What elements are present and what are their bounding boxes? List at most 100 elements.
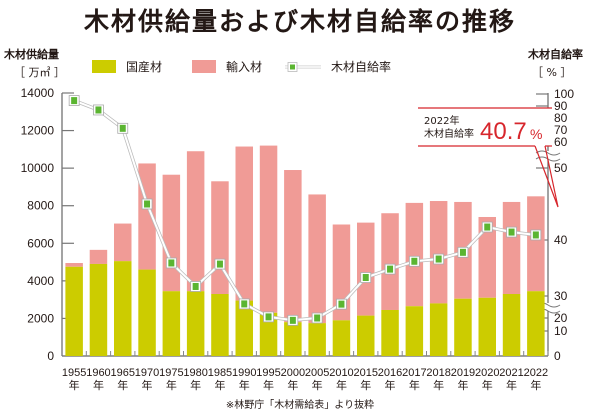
bar-imported [65,263,83,267]
x-tick-suffix: 年 [287,378,298,392]
x-tick-label: 2018 [426,367,450,379]
bar-domestic [211,294,229,356]
rate-marker [71,97,78,105]
left-tick-label: 6000 [27,236,54,250]
x-tick-suffix: 年 [190,378,201,392]
x-tick-suffix: 年 [166,378,177,392]
bar-imported [162,174,181,292]
right-tick-label: 50 [554,161,568,175]
right-tick-label: 60 [554,135,568,149]
x-tick-suffix: 年 [312,378,323,392]
rate-marker [459,248,466,256]
axis-break-mask [536,151,562,159]
x-tick-label: 1965 [111,367,135,379]
callout-unit: % [530,126,542,142]
legend-label-domestic: 国産材 [126,60,163,74]
bar-domestic [138,269,156,356]
x-tick-suffix: 年 [263,378,274,392]
x-tick-label: 2010 [329,367,353,379]
x-tick-suffix: 年 [433,378,444,392]
bar-imported [308,194,326,324]
callout-value: 40.7 [480,118,527,145]
bar-domestic [162,291,181,356]
rate-marker [435,255,442,263]
callout-label: 木材自給率 [424,127,474,140]
bar-domestic [186,291,205,356]
left-tick-label: 8000 [27,199,54,213]
right-axis-unit: ［ % ］ [532,66,572,79]
bar-imported [429,201,448,304]
x-tick-label: 1980 [183,367,207,379]
right-tick-label: 10 [554,324,568,338]
x-tick-suffix: 年 [360,378,371,392]
x-tick-label: 1995 [256,367,280,379]
left-tick-label: 0 [47,349,54,363]
left-tick-label: 2000 [27,311,54,325]
x-tick-suffix: 年 [336,378,347,392]
x-tick-label: 1970 [135,367,159,379]
rate-marker [265,313,272,321]
bar-imported [114,223,132,262]
legend-swatch-imported [192,60,216,73]
legend-domestic: 国産材 [92,58,162,75]
x-tick-suffix: 年 [117,378,128,392]
left-tick-label: 10000 [21,161,55,175]
rate-marker [144,200,151,208]
legend-line-marker-icon [285,61,321,72]
callout-box [418,108,552,146]
bar-domestic [527,291,545,356]
bar-imported [527,196,545,292]
bar-domestic [357,315,375,356]
rate-marker [241,300,248,308]
x-tick-label: 2022 [524,367,548,379]
source-note: ※林野庁「木材需給表」より抜粋 [225,400,375,411]
x-tick-suffix: 年 [69,378,80,392]
rate-marker [411,257,418,265]
rate-marker [314,314,321,322]
bar-domestic [284,322,302,356]
bar-domestic [381,309,399,356]
bar-domestic [89,263,108,356]
x-tick-label: 2019 [451,367,475,379]
x-tick-label: 2015 [354,367,378,379]
bar-imported [89,249,108,264]
right-tick-label: 80 [554,111,568,125]
bar-imported [284,170,302,323]
rate-marker [387,265,394,273]
left-axis-unit: ［ 万㎥ ］ [14,66,65,79]
x-tick-label: 1985 [208,367,232,379]
bar-imported [502,201,521,295]
right-axis-label: 木材自給率 [528,48,583,61]
left-tick-label: 14000 [21,86,55,100]
legend-label-imported: 輸入材 [226,60,263,74]
bar-imported [332,224,351,321]
rate-marker [216,260,223,268]
x-tick-label: 1975 [159,367,183,379]
rate-marker [95,106,102,114]
x-tick-label: 2021 [499,367,523,379]
rate-marker [532,231,539,239]
right-tick-label: 100 [554,87,574,101]
bar-domestic [502,294,521,356]
bar-domestic [308,323,326,356]
bar-domestic [332,320,351,356]
rate-marker [362,274,369,282]
bar-domestic [114,261,132,356]
left-axis-label: 木材供給量 [4,48,59,61]
axis-break-mask [536,303,562,311]
x-tick-suffix: 年 [530,378,541,392]
right-tick-label: 30 [554,289,568,303]
right-tick-label: 70 [554,123,568,137]
bar-imported [235,146,253,301]
x-tick-label: 2020 [475,367,499,379]
right-tick-label: 40 [554,233,568,247]
bar-imported [186,151,205,292]
rate-marker [168,259,175,267]
bar-domestic [454,298,472,356]
chart-title: 木材供給量および木材自給率の推移 [83,7,516,36]
rate-marker [484,223,491,231]
bar-domestic [259,312,278,356]
x-tick-label: 2000 [281,367,305,379]
bar-domestic [429,303,448,356]
